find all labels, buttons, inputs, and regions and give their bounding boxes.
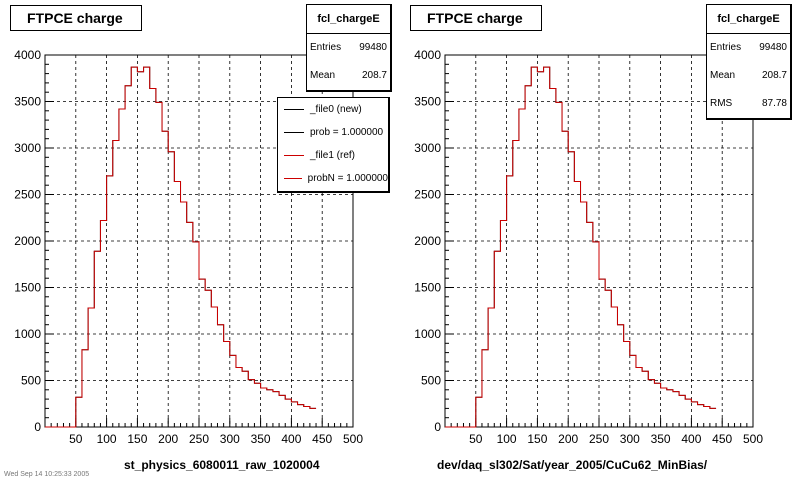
y-tick-label: 3000 bbox=[14, 141, 41, 155]
y-tick-label: 0 bbox=[434, 420, 441, 434]
x-tick-label: 100 bbox=[497, 432, 517, 446]
y-tick-label: 0 bbox=[34, 420, 41, 434]
y-tick-label: 500 bbox=[421, 374, 441, 388]
x-tick-label: 350 bbox=[251, 432, 271, 446]
x-tick-label: 250 bbox=[589, 432, 609, 446]
stats-value: 87.78 bbox=[761, 98, 787, 109]
right-canvas-pad: FTPCE charge 50 100 150 200 250 300 350 400 450 5… bbox=[400, 0, 800, 480]
x-tick-label: 500 bbox=[743, 432, 763, 446]
x-tick-label: 450 bbox=[312, 432, 332, 446]
stats-key: RMS bbox=[710, 98, 733, 109]
y-tick-label: 4000 bbox=[14, 48, 41, 62]
stats-row-mean: Mean 208.7 bbox=[707, 62, 790, 90]
y-tick-label: 2500 bbox=[414, 188, 441, 202]
stats-name: fcl_chargeE bbox=[307, 5, 390, 34]
stats-key: Mean bbox=[710, 70, 736, 81]
footer-timestamp: Wed Sep 14 10:25:33 2005 bbox=[4, 471, 90, 478]
legend-line-ref bbox=[284, 155, 304, 156]
x-axis-title-left: st_physics_6080011_raw_1020004 bbox=[124, 458, 320, 472]
y-tick-label: 2500 bbox=[14, 188, 41, 202]
left-canvas-pad: FTPCE charge 50 100 150 200 250 300 350 400 450 5… bbox=[4, 4, 392, 478]
legend-entry-prob: prob = 1.000000 bbox=[278, 121, 388, 144]
legend-entry-new: _file0 (new) bbox=[278, 98, 388, 121]
stats-row-entries: Entries 99480 bbox=[307, 34, 390, 62]
stats-value: 208.7 bbox=[361, 70, 387, 81]
stats-value: 99480 bbox=[359, 42, 387, 53]
x-axis-title-right: dev/daq_sl302/Sat/year_2005/CuCu62_MinBi… bbox=[437, 458, 708, 472]
x-tick-label: 50 bbox=[469, 432, 483, 446]
legend-entry-probn: probN = 1.000000 bbox=[278, 167, 388, 190]
legend-label-prob: prob = 1.000000 bbox=[310, 127, 384, 138]
stats-value: 208.7 bbox=[761, 70, 787, 81]
y-tick-label: 3500 bbox=[414, 95, 441, 109]
y-tick-label: 3000 bbox=[414, 141, 441, 155]
stats-value: 99480 bbox=[759, 42, 787, 53]
x-tick-label: 200 bbox=[158, 432, 178, 446]
x-tick-label: 500 bbox=[343, 432, 363, 446]
y-tick-label: 1500 bbox=[14, 281, 41, 295]
x-tick-label: 200 bbox=[558, 432, 578, 446]
y-tick-label: 4000 bbox=[414, 48, 441, 62]
histogram-series-ref bbox=[445, 66, 717, 428]
stats-row-mean: Mean 208.7 bbox=[307, 62, 390, 90]
legend-entry-ref: _file1 (ref) bbox=[278, 144, 388, 167]
stats-row-entries: Entries 99480 bbox=[707, 34, 790, 62]
y-tick-label: 1000 bbox=[14, 327, 41, 341]
x-tick-label: 450 bbox=[712, 432, 732, 446]
legend-line-new bbox=[284, 109, 304, 110]
stats-name: fcl_chargeE bbox=[707, 5, 790, 34]
x-tick-label: 400 bbox=[281, 432, 301, 446]
stats-row-rms: RMS 87.78 bbox=[707, 90, 790, 118]
x-tick-label: 350 bbox=[651, 432, 671, 446]
legend-label-probn: probN = 1.000000 bbox=[307, 173, 388, 184]
histogram-title: FTPCE charge bbox=[10, 5, 142, 31]
x-tick-label: 100 bbox=[97, 432, 117, 446]
x-tick-label: 50 bbox=[69, 432, 83, 446]
x-tick-label: 300 bbox=[620, 432, 640, 446]
histogram-plot-right: 50 100 150 200 250 300 350 400 450 500 0 500 1000 150… bbox=[414, 48, 763, 446]
stats-box-left: fcl_chargeE Entries 99480 Mean 208.7 bbox=[306, 4, 392, 92]
x-tick-label: 300 bbox=[220, 432, 240, 446]
y-tick-label: 3500 bbox=[14, 95, 41, 109]
legend-label-ref: _file1 (ref) bbox=[310, 150, 356, 161]
legend-line-prob bbox=[284, 132, 304, 133]
y-tick-label: 2000 bbox=[414, 234, 441, 248]
y-tick-label: 500 bbox=[21, 374, 41, 388]
y-tick-label: 1500 bbox=[414, 281, 441, 295]
stats-key: Mean bbox=[310, 70, 336, 81]
y-tick-label: 1000 bbox=[414, 327, 441, 341]
x-tick-label: 250 bbox=[189, 432, 209, 446]
x-tick-label: 150 bbox=[127, 432, 147, 446]
stats-box-right: fcl_chargeE Entries 99480 Mean 208.7 RMS 87.78 bbox=[706, 4, 792, 120]
legend-line-probn bbox=[284, 178, 302, 179]
stats-key: Entries bbox=[710, 42, 742, 53]
legend-label-new: _file0 (new) bbox=[310, 104, 362, 115]
y-tick-label: 2000 bbox=[14, 234, 41, 248]
histogram-series-ref bbox=[45, 66, 317, 428]
histogram-title-right: FTPCE charge bbox=[410, 5, 542, 31]
histogram-plot-left: 50 100 150 200 250 300 350 400 450 500 0 500 1000 150… bbox=[14, 48, 363, 446]
x-tick-label: 150 bbox=[527, 432, 547, 446]
comparison-legend: _file0 (new) prob = 1.000000 _file1 (ref… bbox=[277, 97, 390, 193]
stats-key: Entries bbox=[310, 42, 342, 53]
x-tick-label: 400 bbox=[681, 432, 701, 446]
